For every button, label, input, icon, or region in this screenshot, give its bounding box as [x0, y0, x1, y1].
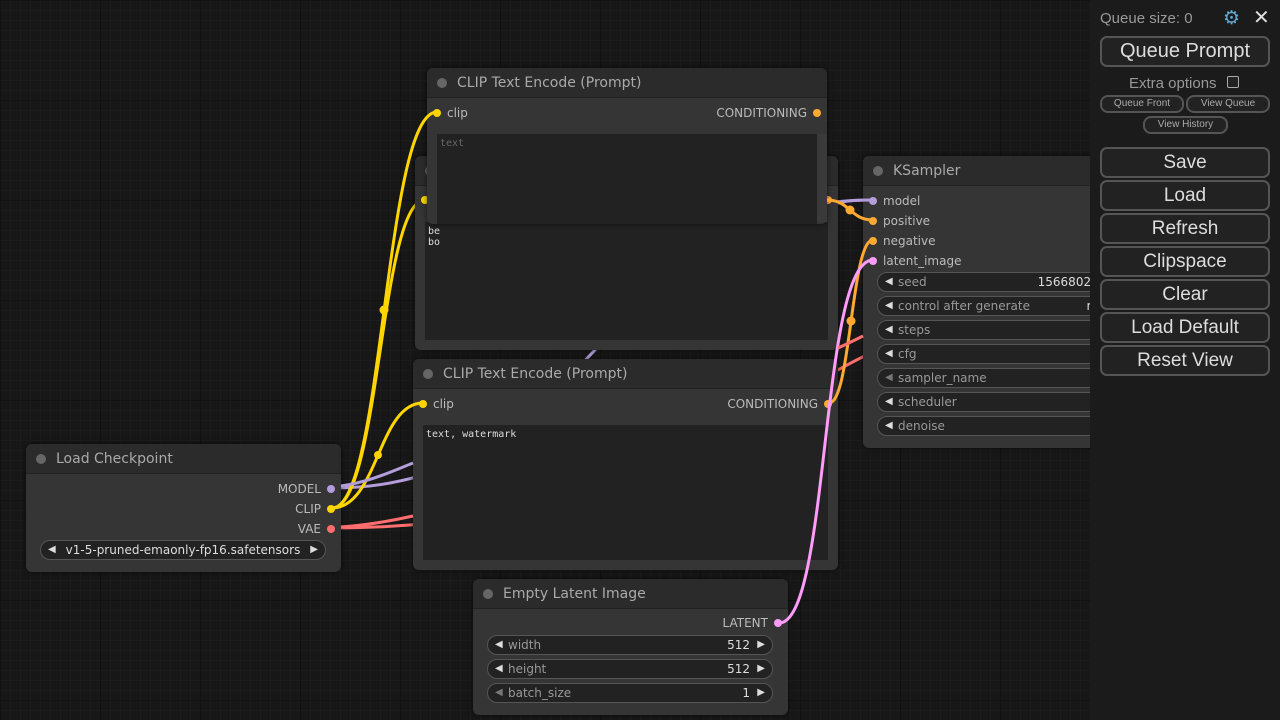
widget-label: height — [508, 662, 547, 676]
arrow-right-icon[interactable]: ▶ — [757, 639, 765, 650]
queue-size: Queue size: 0 — [1100, 10, 1193, 27]
widget-value: 512 — [727, 662, 750, 676]
output-conditioning[interactable]: CONDITIONING — [716, 106, 821, 120]
clip-text-encode-node-positive[interactable]: CLIP Text Encode (Prompt) clip CONDITION… — [427, 68, 827, 224]
widget-label: sampler_name — [898, 371, 987, 385]
queue-front-button[interactable]: Queue Front — [1100, 95, 1184, 113]
widget-value: 512 — [727, 638, 750, 652]
widget-label: cfg — [898, 347, 917, 361]
widget-denoise[interactable]: ◀denoise▶ — [877, 416, 1137, 436]
gear-icon[interactable]: ⚙ — [1223, 7, 1241, 29]
sidebar-menu: Queue size: 0 ⚙ ✕ Queue Prompt Extra opt… — [1090, 0, 1280, 720]
node-title[interactable]: Load Checkpoint — [26, 444, 341, 474]
slot-label: MODEL — [277, 482, 321, 496]
output-model[interactable]: MODEL — [277, 482, 335, 496]
arrow-right-icon[interactable]: ▶ — [310, 544, 318, 555]
input-latent-image[interactable]: latent_image — [869, 254, 962, 268]
slot-label: CLIP — [295, 502, 321, 516]
textarea-scrollbar[interactable] — [817, 134, 827, 222]
widget-width[interactable]: ◀ width 512 ▶ — [487, 635, 773, 655]
node-title[interactable]: KSampler — [863, 156, 1103, 186]
widget-label: width — [508, 638, 542, 652]
slot-label: clip — [447, 106, 468, 120]
arrow-left-icon[interactable]: ◀ — [885, 420, 893, 431]
clipspace-button[interactable]: Clipspace — [1100, 246, 1270, 277]
widget-label: control after generate — [898, 299, 1030, 313]
widget-height[interactable]: ◀ height 512 ▶ — [487, 659, 773, 679]
extra-options-label: Extra options — [1129, 75, 1217, 92]
node-title-text: KSampler — [893, 163, 961, 179]
node-title-text: CLIP Text Encode (Prompt) — [457, 75, 642, 91]
arrow-left-icon[interactable]: ◀ — [495, 663, 503, 674]
queue-prompt-button[interactable]: Queue Prompt — [1100, 36, 1270, 67]
input-negative[interactable]: negative — [869, 234, 936, 248]
widget-batch-size[interactable]: ◀ batch_size 1 ▶ — [487, 683, 773, 703]
output-latent[interactable]: LATENT — [722, 616, 782, 630]
save-button[interactable]: Save — [1100, 147, 1270, 178]
widget-value: v1-5-pruned-emaonly-fp16.safetensors — [65, 543, 301, 557]
slot-label: model — [883, 194, 921, 208]
prompt-textarea[interactable]: be bo — [425, 222, 828, 340]
slot-label: CONDITIONING — [716, 106, 807, 120]
slot-label: VAE — [297, 522, 321, 536]
widget-label: denoise — [898, 419, 945, 433]
output-clip[interactable]: CLIP — [295, 502, 335, 516]
arrow-left-icon[interactable]: ◀ — [885, 324, 893, 335]
arrow-left-icon[interactable]: ◀ — [48, 544, 56, 555]
wire-clip-hidden — [331, 198, 426, 510]
arrow-left-icon[interactable]: ◀ — [885, 300, 893, 311]
input-model[interactable]: model — [869, 194, 921, 208]
arrow-left-icon[interactable]: ◀ — [885, 396, 893, 407]
node-title[interactable]: Empty Latent Image — [473, 579, 788, 609]
prompt-textarea[interactable]: text — [437, 134, 817, 224]
view-history-button[interactable]: View History — [1143, 116, 1228, 134]
prompt-textarea[interactable]: text, watermark — [423, 425, 828, 560]
arrow-left-icon[interactable]: ◀ — [495, 639, 503, 650]
ksampler-node[interactable]: KSampler model positive negative latent_… — [863, 156, 1137, 448]
refresh-button[interactable]: Refresh — [1100, 213, 1270, 244]
arrow-left-icon[interactable]: ◀ — [495, 687, 503, 698]
input-clip[interactable]: clip — [419, 397, 454, 411]
load-button[interactable]: Load — [1100, 180, 1270, 211]
input-positive[interactable]: positive — [869, 214, 931, 228]
slot-label: LATENT — [722, 616, 768, 630]
load-default-button[interactable]: Load Default — [1100, 312, 1270, 343]
input-clip[interactable]: clip — [433, 106, 468, 120]
arrow-left-icon[interactable]: ◀ — [885, 372, 893, 383]
clip-text-encode-node-negative[interactable]: CLIP Text Encode (Prompt) clip CONDITION… — [413, 359, 838, 570]
reset-view-button[interactable]: Reset View — [1100, 345, 1270, 376]
slot-label: CONDITIONING — [727, 397, 818, 411]
slot-label: positive — [883, 214, 931, 228]
widget-label: seed — [898, 275, 927, 289]
arrow-right-icon[interactable]: ▶ — [757, 663, 765, 674]
close-icon[interactable]: ✕ — [1253, 5, 1270, 29]
output-vae[interactable]: VAE — [297, 522, 335, 536]
slot-label: latent_image — [883, 254, 962, 268]
extra-options-checkbox[interactable] — [1227, 76, 1239, 88]
node-title-text: CLIP Text Encode (Prompt) — [443, 366, 628, 382]
widget-value: 1 — [742, 686, 750, 700]
ckpt-name-combo[interactable]: ◀ v1-5-pruned-emaonly-fp16.safetensors ▶ — [40, 540, 326, 560]
arrow-right-icon[interactable]: ▶ — [757, 687, 765, 698]
node-title-text: Load Checkpoint — [56, 451, 173, 467]
empty-latent-image-node[interactable]: Empty Latent Image LATENT ◀ width 512 ▶ ◀ hei… — [473, 579, 788, 715]
arrow-left-icon[interactable]: ◀ — [885, 276, 893, 287]
node-title[interactable]: CLIP Text Encode (Prompt) — [413, 359, 838, 389]
slot-label: clip — [433, 397, 454, 411]
widget-label: steps — [898, 323, 931, 337]
widget-scheduler[interactable]: ◀schedulern▶ — [877, 392, 1137, 412]
widget-label: scheduler — [898, 395, 957, 409]
node-title[interactable]: CLIP Text Encode (Prompt) — [427, 68, 827, 98]
clear-button[interactable]: Clear — [1100, 279, 1270, 310]
view-queue-button[interactable]: View Queue — [1186, 95, 1270, 113]
output-conditioning[interactable]: CONDITIONING — [727, 397, 832, 411]
node-title-text: Empty Latent Image — [503, 586, 646, 602]
slot-label: negative — [883, 234, 936, 248]
widget-label: batch_size — [508, 686, 572, 700]
arrow-left-icon[interactable]: ◀ — [885, 348, 893, 359]
load-checkpoint-node[interactable]: Load Checkpoint MODEL CLIP VAE ◀ v1-5-pru… — [26, 444, 341, 572]
